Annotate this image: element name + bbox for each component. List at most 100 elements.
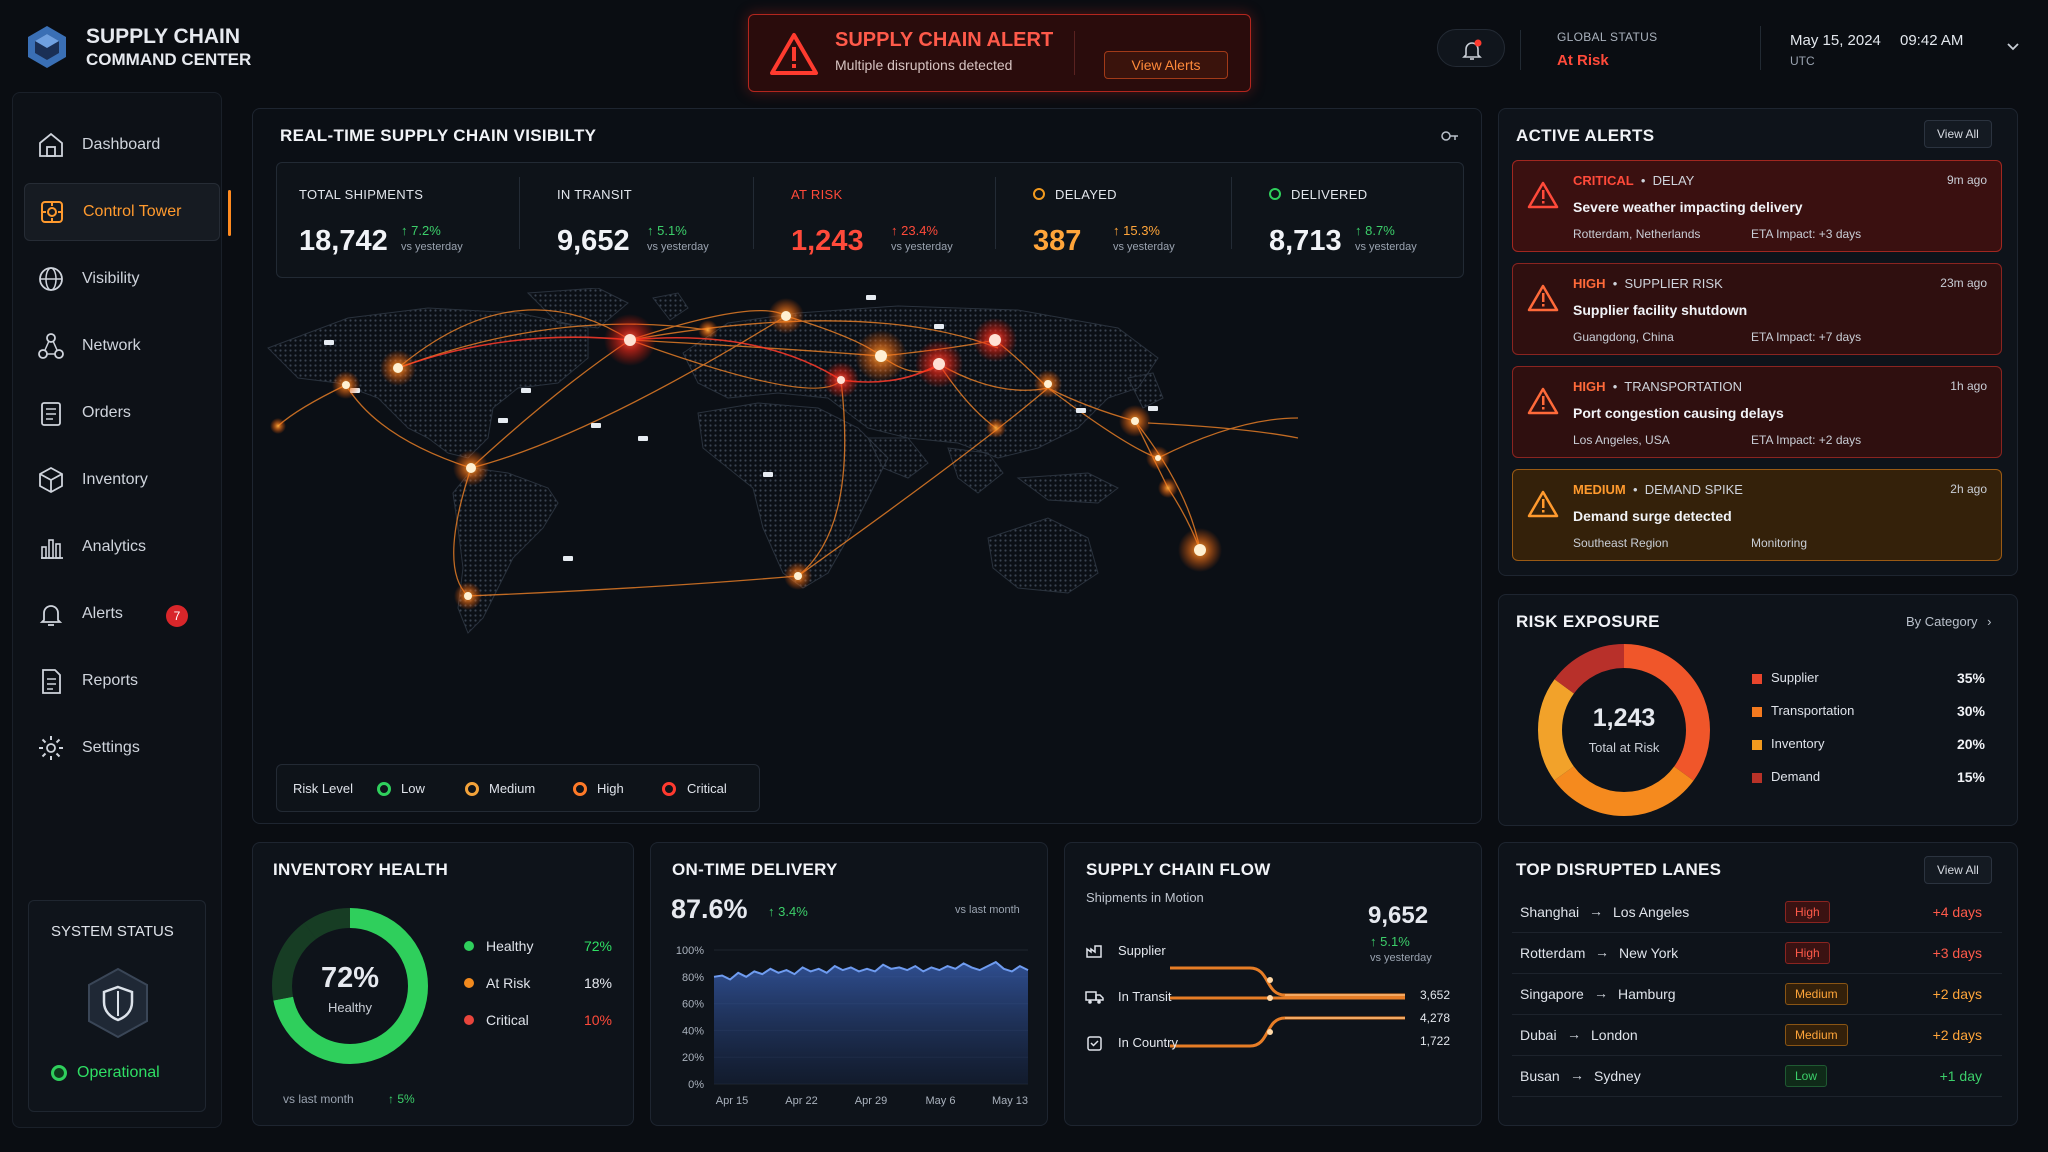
kpi-value: 387 [1033, 225, 1082, 257]
alert-item[interactable]: CRITICAL • DELAY 9m ago Severe weather imp… [1512, 160, 2002, 252]
risk-filter-label: By Category [1906, 614, 1978, 629]
risk-legend-label: Supplier [1771, 670, 1819, 685]
kpi-label: IN TRANSIT [557, 187, 632, 202]
active-alerts-title: ACTIVE ALERTS [1516, 126, 1655, 145]
alert-location: Guangdong, China [1573, 330, 1674, 344]
lane-row[interactable]: Shanghai High +4 days → Los Angeles [1512, 893, 2002, 933]
risk-legend-value: 35% [1956, 670, 1985, 686]
bell-icon [36, 599, 66, 629]
on-time-change-value: 3.4% [778, 904, 808, 919]
legend-swatch [1752, 740, 1762, 750]
on-time-vs: vs last month [955, 904, 1020, 916]
x-tick-label: Apr 29 [855, 1095, 887, 1107]
series-line [713, 960, 1029, 981]
arrow-right-icon: → [1567, 1026, 1581, 1042]
arrow-right-icon: → [1595, 944, 1609, 960]
flow-value: 1,722 [1420, 1034, 1451, 1048]
lane-from: Shanghai [1520, 904, 1580, 920]
alert-item[interactable]: MEDIUM • DEMAND SPIKE 2h ago Demand surge … [1512, 469, 2002, 561]
on-time-delivery-title: ON-TIME DELIVERY [672, 860, 838, 879]
x-tick-label: May 13 [992, 1095, 1028, 1107]
sidebar-item-inventory[interactable]: Inventory [24, 451, 220, 509]
settings-toggle-icon[interactable] [1440, 128, 1460, 144]
area-fill [714, 962, 1028, 1084]
alert-item[interactable]: HIGH • TRANSPORTATION 1h ago Port congesti… [1512, 366, 2002, 458]
sidebar-item-visibility[interactable]: Visibility [24, 250, 220, 308]
chevron-down-icon[interactable] [2006, 42, 2020, 52]
network-icon [36, 331, 66, 361]
risk-legend-title: Risk Level [293, 781, 353, 796]
flow-vs: vs yesterday [1370, 952, 1432, 964]
lane-risk-badge: High [1785, 942, 1830, 964]
inventory-legend-value: 72% [583, 938, 612, 954]
inventory-center-label: Healthy [327, 1000, 373, 1015]
sidebar-item-orders[interactable]: Orders [24, 384, 220, 442]
sidebar-item-control-tower[interactable]: Control Tower [24, 183, 231, 241]
warning-icon [1527, 181, 1559, 209]
sidebar-item-network[interactable]: Network [24, 317, 220, 375]
sidebar-item-dashboard[interactable]: Dashboard [24, 116, 220, 174]
brand-title: SUPPLY CHAIN COMMAND CENTER [86, 25, 251, 71]
lane-from: Singapore [1520, 986, 1584, 1002]
alert-category: TRANSPORTATION [1624, 379, 1742, 394]
global-status-value: At Risk [1557, 52, 1609, 69]
notifications-button[interactable] [1437, 29, 1505, 67]
kpi-total-shipments: TOTAL SHIPMENTS 18,742 ↑ 7.2% vs yesterday [299, 177, 520, 257]
lanes-view-all-button[interactable]: View All [1924, 856, 1992, 884]
kpi-vs: vs yesterday [891, 241, 953, 253]
sidebar-item-label: Analytics [82, 538, 147, 555]
view-alerts-button[interactable]: View Alerts [1104, 51, 1228, 79]
alert-impact: ETA Impact: +2 days [1751, 433, 1862, 447]
alert-severity: CRITICAL [1573, 173, 1634, 188]
warning-icon [1527, 284, 1559, 312]
lane-from: Rotterdam [1520, 945, 1586, 961]
sidebar-item-analytics[interactable]: Analytics [24, 518, 220, 576]
box-icon [36, 465, 66, 495]
inventory-footer-label: vs last month [283, 1092, 354, 1106]
kpi-change-value: 15.3% [1123, 223, 1160, 238]
kpi-value: 9,652 [557, 225, 630, 257]
risk-donut [1538, 644, 1710, 816]
top-lanes-panel [1498, 842, 2018, 1126]
alert-time: 1h ago [1950, 379, 1987, 393]
sidebar-item-settings[interactable]: Settings [24, 719, 220, 777]
legend-low: Low [401, 781, 425, 796]
inventory-footer-change: ↑ 5% [388, 1092, 415, 1106]
arrow-right-icon: → [1589, 903, 1603, 919]
alert-item[interactable]: HIGH • SUPPLIER RISK 23m ago Supplier faci… [1512, 263, 2002, 355]
kpi-change-value: 23.4% [901, 223, 938, 238]
kpi-vs: vs yesterday [647, 241, 709, 253]
kpi-label: DELAYED [1055, 187, 1117, 202]
system-status-title: SYSTEM STATUS [51, 923, 174, 940]
alert-footer: Guangdong, China ETA Impact: +7 days [1573, 330, 1987, 344]
legend-dot [464, 941, 474, 951]
alert-headline: Port congestion causing delays [1573, 405, 1784, 421]
sidebar-item-label: Dashboard [82, 136, 161, 153]
sidebar-item-reports[interactable]: Reports [24, 652, 220, 710]
sidebar-item-label: Visibility [82, 270, 140, 287]
alert-meta: MEDIUM • DEMAND SPIKE 2h ago [1573, 482, 1987, 497]
alert-banner[interactable]: SUPPLY CHAIN ALERT Multiple disruptions … [748, 14, 1251, 92]
home-icon [36, 130, 66, 160]
lane-row[interactable]: Busan Low +1 day → Sydney [1512, 1057, 2002, 1097]
alerts-view-all-button[interactable]: View All [1924, 120, 1992, 148]
risk-legend-label: Transportation [1771, 703, 1855, 718]
flow-change-value: 5.1% [1380, 934, 1410, 949]
risk-legend-value: 30% [1956, 703, 1985, 719]
alert-headline: Severe weather impacting delivery [1573, 199, 1803, 215]
kpi-change: ↑ 5.1% [647, 223, 687, 238]
lane-row[interactable]: Dubai Medium +2 days → London [1512, 1016, 2002, 1056]
lane-row[interactable]: Rotterdam High +3 days → New York [1512, 934, 2002, 974]
sidebar-item-alerts[interactable]: Alerts 7 [24, 585, 220, 643]
inventory-legend-label: Healthy [486, 938, 534, 954]
kpi-delivered: DELIVERED 8,713 ↑ 8.7% vs yesterday [1269, 187, 1417, 257]
donut-segment-critical [272, 908, 428, 1064]
legend-critical: Critical [687, 781, 727, 796]
legend-dot-low [377, 782, 391, 796]
risk-filter-dropdown[interactable]: By Category › [1906, 614, 1992, 629]
warning-icon [770, 33, 818, 75]
lane-row[interactable]: Singapore Medium +2 days → Hamburg [1512, 975, 2002, 1015]
inventory-change-value: 5% [397, 1092, 415, 1106]
bar-chart-icon [36, 532, 66, 562]
tower-icon [37, 197, 67, 227]
